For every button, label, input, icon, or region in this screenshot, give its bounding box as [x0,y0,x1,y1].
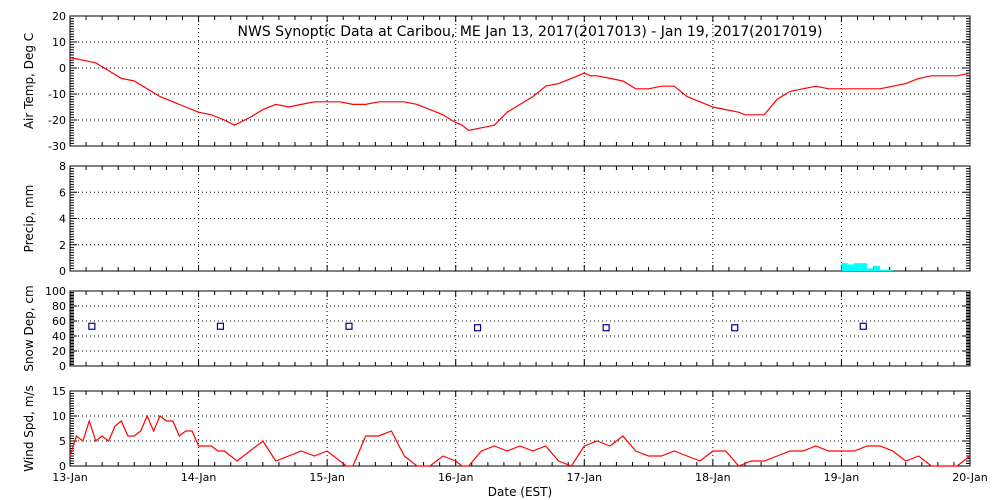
precip-bar [860,263,868,271]
precip-bar [847,264,855,271]
air-temp-series-line [69,57,971,132]
precip-y-tick-label: 2 [59,239,66,252]
wind-speed-y-tick-label: 0 [59,460,66,473]
air-temp-y-tick-label: -20 [48,114,66,127]
wind-speed-y-tick-label: 10 [52,410,66,423]
precip-y-tick-label: 4 [59,213,66,226]
x-tick-label: 18-Jan [695,471,731,484]
snow-depth-point [859,322,867,330]
x-tick-label: 15-Jan [309,471,345,484]
wind-speed-panel: 15 10 5 0 Wind Spd, m/s [22,385,971,473]
snow-depth-point [345,322,353,330]
precip-y-tick-label: 6 [59,186,66,199]
snow-depth-point [88,322,96,330]
snow-depth-point [731,324,739,332]
wind-speed-y-axis-label: Wind Spd, m/s [22,385,36,471]
x-axis-label: Date (EST) [488,485,552,499]
snow-depth-point [216,322,225,330]
precip-bar [854,263,861,271]
x-tick-label: 20-Jan [952,471,988,484]
air-temp-panel: 20 10 0 -10 -20 -30 Air Temp, Deg C [22,10,971,153]
precip-bar [873,265,880,271]
precip-panel: 8 6 4 2 0 Precip, mm [22,160,971,278]
wind-speed-y-tick-label: 5 [59,435,66,448]
air-temp-y-tick-label: 0 [59,62,66,75]
air-temp-y-tick-label: -30 [48,140,66,153]
precip-y-tick-label: 8 [59,160,66,173]
chart-title: NWS Synoptic Data at Caribou, ME Jan 13,… [238,24,823,40]
snow-depth-y-tick-label: 80 [52,300,66,313]
snow-depth-panel: 100 80 60 40 20 0 Snow Dep, cm [22,285,971,373]
snow-depth-y-tick-label: 60 [52,315,66,328]
air-temp-y-tick-label: 20 [52,10,66,23]
x-tick-label: 17-Jan [567,471,603,484]
x-tick-label: 19-Jan [824,471,860,484]
air-temp-y-tick-label: -10 [48,88,66,101]
wind-speed-series-line [69,414,971,467]
snow-depth-y-tick-label: 20 [52,345,66,358]
snow-depth-point [602,324,610,332]
precip-bar [867,268,874,271]
precip-bar [886,269,893,271]
precip-bar [841,263,848,271]
precip-y-tick-label: 0 [59,265,66,278]
snow-depth-y-axis-label: Snow Dep, cm [22,285,36,371]
x-tick-label: 14-Jan [181,471,217,484]
snow-depth-y-tick-label: 0 [59,360,66,373]
snow-depth-y-tick-label: 40 [52,330,66,343]
snow-depth-point [473,324,482,332]
snow-depth-y-tick-label: 100 [45,285,66,298]
x-tick-label: 13-Jan [52,471,88,484]
precip-bar [880,269,887,271]
air-temp-y-tick-label: 10 [52,36,66,49]
air-temp-y-axis-label: Air Temp, Deg C [22,33,36,129]
precip-y-axis-label: Precip, mm [22,185,36,253]
wind-speed-y-tick-label: 15 [52,385,66,398]
x-tick-label: 16-Jan [438,471,474,484]
